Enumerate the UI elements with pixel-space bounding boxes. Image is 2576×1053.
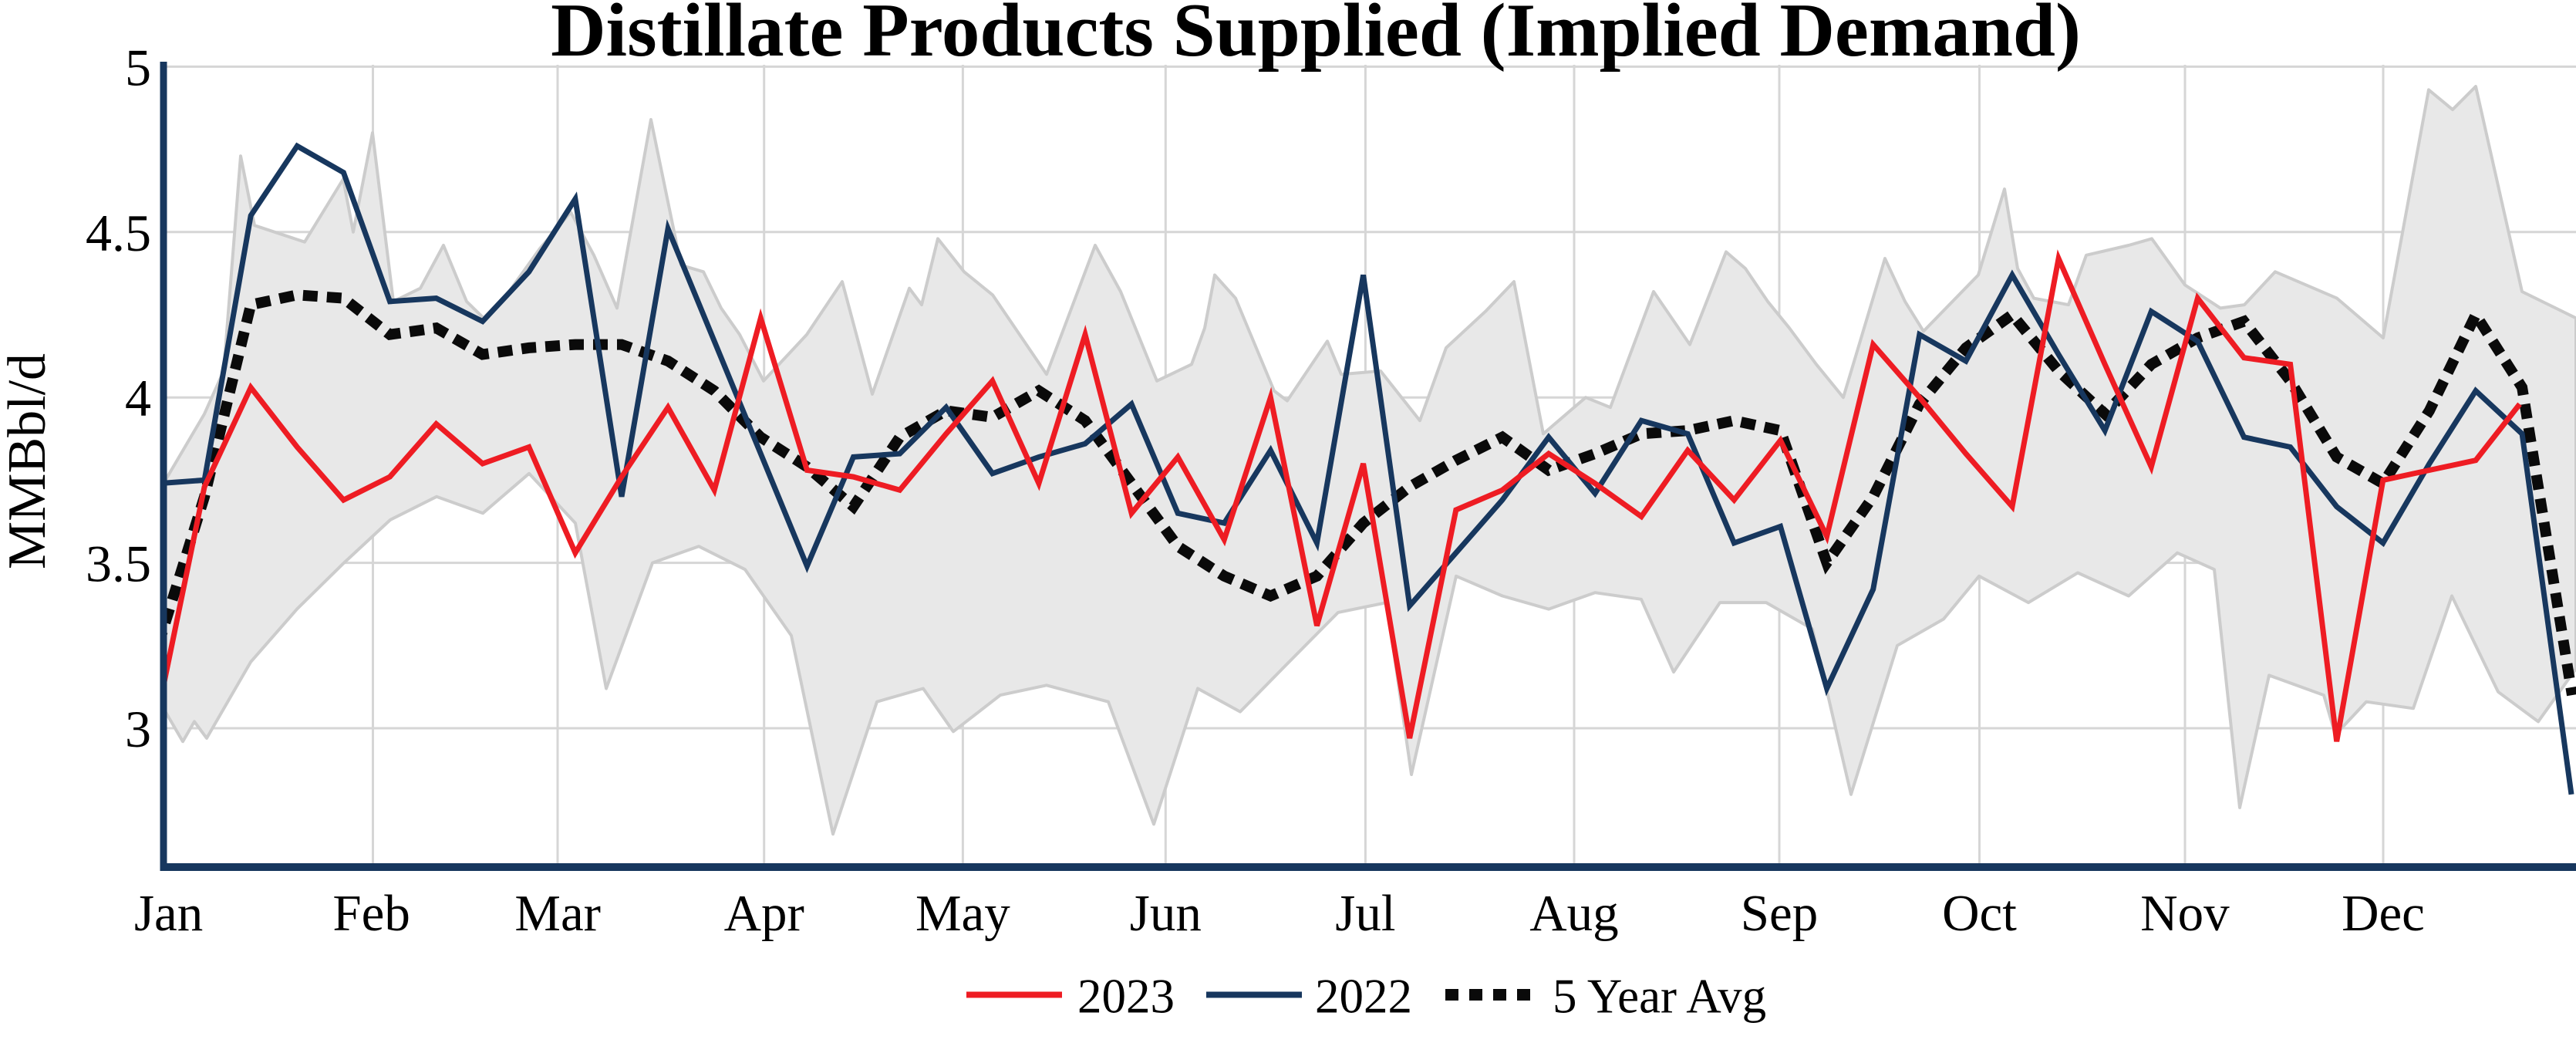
- svg-text:Distillate Products Supplied (: Distillate Products Supplied (Implied De…: [551, 0, 2081, 73]
- svg-text:Jun: Jun: [1130, 885, 1202, 942]
- svg-text:3: 3: [125, 700, 151, 758]
- svg-text:Oct: Oct: [1942, 885, 2017, 942]
- svg-text:Sep: Sep: [1741, 885, 1819, 942]
- svg-text:4.5: 4.5: [86, 204, 151, 262]
- svg-text:Dec: Dec: [2342, 885, 2425, 942]
- svg-text:MMBbl/d: MMBbl/d: [0, 353, 57, 569]
- svg-text:Feb: Feb: [332, 885, 410, 942]
- svg-text:May: May: [915, 885, 1010, 942]
- svg-text:2023: 2023: [1077, 970, 1175, 1024]
- svg-text:Jul: Jul: [1335, 885, 1395, 942]
- svg-text:2022: 2022: [1315, 970, 1412, 1024]
- svg-text:Apr: Apr: [724, 885, 804, 942]
- svg-text:Aug: Aug: [1529, 885, 1618, 942]
- svg-text:3.5: 3.5: [86, 535, 151, 593]
- svg-text:5 Year Avg: 5 Year Avg: [1553, 970, 1766, 1024]
- svg-text:5: 5: [125, 38, 151, 96]
- svg-text:Jan: Jan: [134, 885, 203, 942]
- svg-text:4: 4: [125, 369, 151, 427]
- svg-text:Nov: Nov: [2140, 885, 2230, 942]
- svg-text:Mar: Mar: [514, 885, 601, 942]
